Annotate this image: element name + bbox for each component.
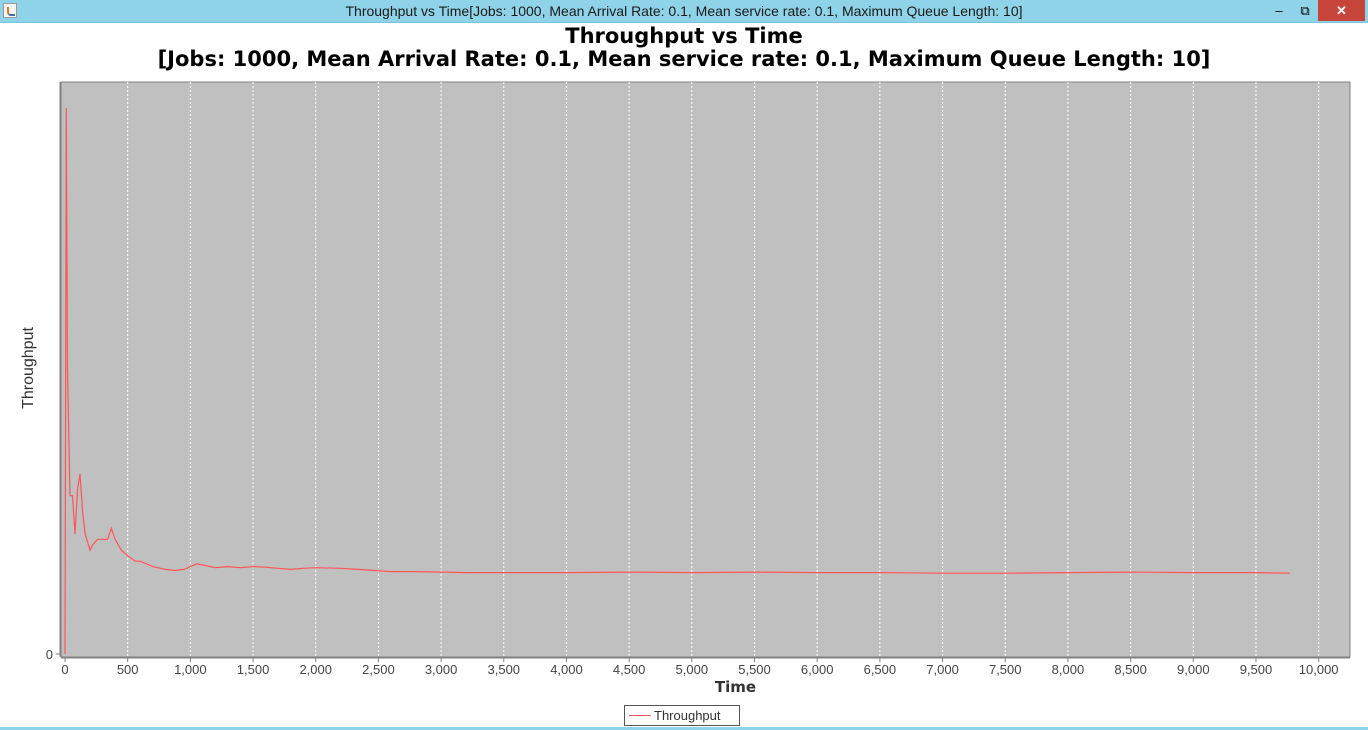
minimize-button[interactable]: – <box>1275 3 1283 18</box>
legend: Throughput <box>624 705 740 726</box>
chart-subtitle: [Jobs: 1000, Mean Arrival Rate: 0.1, Mea… <box>157 47 1211 71</box>
x-tick-label: 500 <box>117 662 139 677</box>
plot-area <box>60 81 1351 658</box>
window-titlebar: Throughput vs Time[Jobs: 1000, Mean Arri… <box>0 0 1368 23</box>
x-tick-label: 1,000 <box>174 662 207 677</box>
x-tick-label: 5,500 <box>738 662 771 677</box>
chart-title: Throughput vs Time <box>565 24 803 48</box>
x-tick-label: 8,000 <box>1052 662 1085 677</box>
x-tick-label: 2,000 <box>299 662 332 677</box>
x-tick-label: 7,000 <box>926 662 959 677</box>
x-axis-label: Time <box>715 678 756 696</box>
x-tick-label: 9,500 <box>1240 662 1273 677</box>
java-app-icon <box>3 3 17 18</box>
window-title: Throughput vs Time[Jobs: 1000, Mean Arri… <box>345 3 1023 19</box>
x-tick-label: 8,500 <box>1114 662 1147 677</box>
x-tick-label: 2,500 <box>362 662 395 677</box>
x-tick-label: 10,000 <box>1299 662 1339 677</box>
x-tick-label: 7,500 <box>989 662 1022 677</box>
legend-swatch-throughput <box>629 715 651 716</box>
y-tick-label: 0 <box>46 647 53 662</box>
x-tick-label: 5,000 <box>676 662 709 677</box>
x-tick-label: 9,000 <box>1177 662 1210 677</box>
restore-button[interactable]: ⧉ <box>1300 3 1310 18</box>
y-axis-label: Throughput <box>20 327 37 409</box>
x-tick-label: 4,000 <box>550 662 583 677</box>
x-tick-label: 0 <box>61 662 68 677</box>
x-tick-label: 3,000 <box>425 662 458 677</box>
x-tick-label: 1,500 <box>237 662 270 677</box>
window-bottom-border <box>0 727 1368 730</box>
series-line-throughput <box>64 107 1290 655</box>
close-button[interactable]: ✕ <box>1318 0 1365 21</box>
x-tick-label: 3,500 <box>488 662 521 677</box>
legend-label-throughput: Throughput <box>654 708 721 723</box>
x-tick-label: 4,500 <box>613 662 646 677</box>
x-tick-label: 6,500 <box>864 662 897 677</box>
x-tick-label: 6,000 <box>801 662 834 677</box>
